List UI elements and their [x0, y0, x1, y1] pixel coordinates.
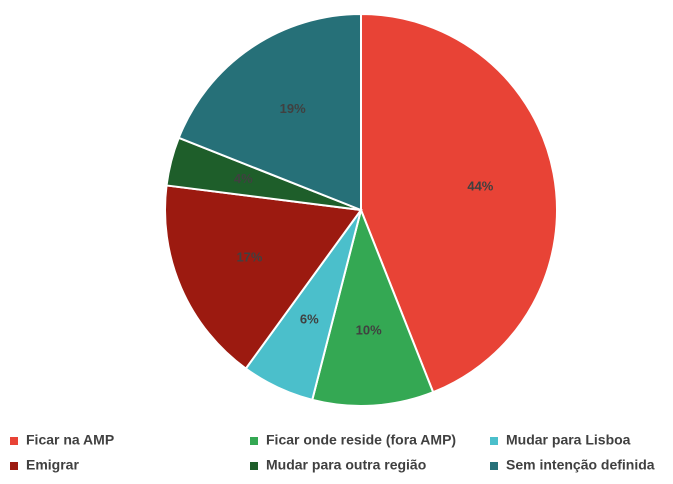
legend-label: Ficar onde reside (fora AMP) — [266, 432, 456, 448]
legend-swatch — [10, 437, 18, 445]
data-label: 4% — [234, 171, 253, 186]
legend-swatch — [490, 437, 498, 445]
legend-label: Mudar para outra região — [266, 457, 426, 473]
legend-label: Ficar na AMP — [26, 432, 114, 448]
legend-swatch — [250, 437, 258, 445]
legend-swatch — [10, 462, 18, 470]
data-label: 44% — [467, 179, 493, 194]
legend-label: Mudar para Lisboa — [506, 432, 631, 448]
legend-swatch — [490, 462, 498, 470]
data-label: 6% — [300, 311, 319, 326]
pie-slice — [164, 184, 363, 370]
pie-slice — [311, 206, 435, 407]
pie-slice — [360, 12, 558, 394]
data-label: 19% — [280, 101, 306, 116]
data-label: 17% — [236, 250, 262, 265]
legend-swatch — [250, 462, 258, 470]
data-label: 10% — [356, 323, 382, 338]
legend-label: Emigrar — [26, 457, 79, 473]
legend-label: Sem intenção definida — [506, 457, 655, 473]
pie-slice — [177, 12, 362, 212]
